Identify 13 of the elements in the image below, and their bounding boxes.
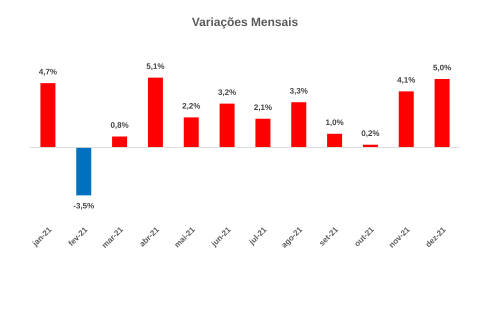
bar	[327, 134, 342, 148]
bar	[434, 79, 450, 148]
bar	[255, 118, 270, 148]
bar	[220, 104, 235, 148]
bar	[362, 144, 378, 148]
bar	[76, 147, 92, 196]
bar	[398, 91, 414, 148]
chart-title: Variações Mensais	[192, 17, 298, 29]
bar	[148, 78, 163, 148]
bar	[184, 117, 199, 148]
bar	[40, 83, 56, 148]
bar	[291, 102, 306, 148]
bar	[112, 136, 128, 148]
